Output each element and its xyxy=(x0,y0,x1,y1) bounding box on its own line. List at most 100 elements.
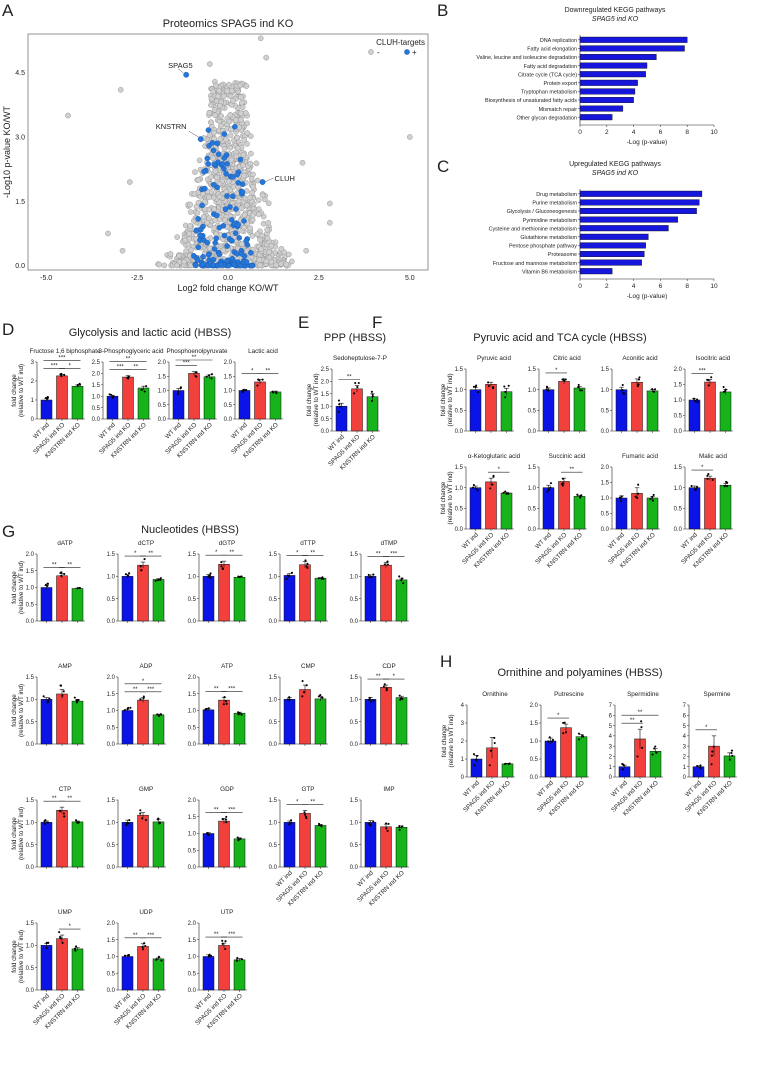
data-point xyxy=(545,388,548,391)
data-point xyxy=(112,395,115,398)
bar-wt xyxy=(283,822,296,868)
data-point xyxy=(649,498,652,501)
y-tick-label: 0.0 xyxy=(26,865,35,871)
y-tick-label: 2.5 xyxy=(321,367,330,373)
y-tick-label: 3 xyxy=(609,744,613,750)
kegg-bar xyxy=(579,114,613,121)
data-point xyxy=(317,695,320,698)
data-point xyxy=(79,587,82,590)
data-point xyxy=(369,700,373,703)
significance-stars: ** xyxy=(214,807,219,813)
y-tick-label: 0.5 xyxy=(107,597,116,603)
y-tick-label: 1.5 xyxy=(107,798,116,804)
y-tick-label: 0.0 xyxy=(269,619,278,625)
data-point xyxy=(143,558,146,561)
data-point xyxy=(159,578,162,581)
data-point xyxy=(48,697,51,700)
data-point xyxy=(145,385,148,388)
data-point xyxy=(73,696,76,699)
data-point xyxy=(238,576,241,579)
data-point xyxy=(225,702,228,705)
data-point xyxy=(385,822,388,825)
volcano-point-cluh-neg xyxy=(187,223,193,229)
data-point xyxy=(507,762,510,766)
bar-wt xyxy=(121,710,134,745)
volcano-point-cluh-pos xyxy=(233,206,239,212)
legend-swatch-neg xyxy=(368,49,374,55)
y-tick-label: 1.5 xyxy=(530,721,539,727)
data-point xyxy=(692,397,695,400)
y-tick-label: 1.5 xyxy=(107,938,116,944)
x-tick-label: 0 xyxy=(578,129,582,136)
kegg-category-label: Fatty acid degradation xyxy=(524,64,577,70)
data-point xyxy=(637,483,640,486)
panel-g-title: Nucleotides (HBSS) xyxy=(141,524,239,536)
significance-stars: *** xyxy=(147,687,155,693)
bar-wt xyxy=(364,699,377,745)
subplot-title: dTTP xyxy=(300,540,315,547)
y-axis-label-sub: (relative to WT ind) xyxy=(18,930,25,983)
volcano-point-cluh-pos xyxy=(232,230,239,237)
y-tick-label: 0.0 xyxy=(188,742,197,748)
y-tick-label: 5 xyxy=(683,724,687,730)
data-point xyxy=(489,749,492,752)
data-point xyxy=(290,571,294,574)
data-point xyxy=(220,565,223,568)
significance-stars: ** xyxy=(133,365,138,371)
data-point xyxy=(142,948,145,951)
volcano-point-cluh-pos xyxy=(248,249,254,256)
volcano-point-cluh-neg xyxy=(218,123,224,129)
kegg-category-label: Protein export xyxy=(543,81,577,87)
data-point xyxy=(505,492,508,496)
data-point xyxy=(492,475,495,478)
subplot-title: UMP xyxy=(58,909,72,916)
data-point xyxy=(140,388,143,391)
y-tick-label: 0.5 xyxy=(601,512,610,518)
y-tick-label: 2.0 xyxy=(107,675,116,681)
data-point xyxy=(45,941,49,944)
volcano-point-cluh-neg xyxy=(206,110,213,116)
data-point xyxy=(471,486,475,489)
panel-letter-d: D xyxy=(2,320,14,339)
volcano-point-cluh-neg xyxy=(167,251,174,257)
volcano-point-cluh-pos xyxy=(205,251,212,258)
y-tick-label: 1.5 xyxy=(528,367,537,373)
y-tick-label: 0.0 xyxy=(188,988,197,994)
y-tick-label: 2.0 xyxy=(92,372,101,378)
data-point xyxy=(236,836,239,839)
data-point xyxy=(726,485,729,488)
data-point xyxy=(476,489,479,492)
data-point xyxy=(76,384,79,387)
data-point xyxy=(385,687,388,690)
bar-wt xyxy=(692,766,705,778)
data-point xyxy=(706,477,709,480)
data-point xyxy=(387,822,390,825)
volcano-point-cluh-neg xyxy=(248,150,254,157)
y-tick-label: 0.5 xyxy=(530,757,539,763)
data-point xyxy=(75,701,79,704)
bar-knstrn xyxy=(71,700,84,745)
data-point xyxy=(44,396,47,400)
significance-stars: * xyxy=(134,551,137,557)
y-tick-label: 0.0 xyxy=(107,988,116,994)
data-point xyxy=(651,753,654,756)
volcano-point-cluh-pos xyxy=(235,222,242,228)
significance-stars: *** xyxy=(228,807,236,813)
kegg-bar xyxy=(579,225,669,232)
y-tick-label: 0.0 xyxy=(107,865,116,871)
data-point xyxy=(493,736,496,739)
data-point xyxy=(140,569,143,572)
volcano-point-cluh-neg xyxy=(242,110,249,116)
data-point xyxy=(128,572,131,575)
data-point xyxy=(564,378,567,381)
data-point xyxy=(237,713,240,716)
data-point xyxy=(207,955,210,958)
data-point xyxy=(157,579,160,582)
volcano-point-cluh-neg xyxy=(227,144,234,151)
bar-wt xyxy=(283,699,296,745)
y-tick-label: 0.0 xyxy=(350,742,359,748)
